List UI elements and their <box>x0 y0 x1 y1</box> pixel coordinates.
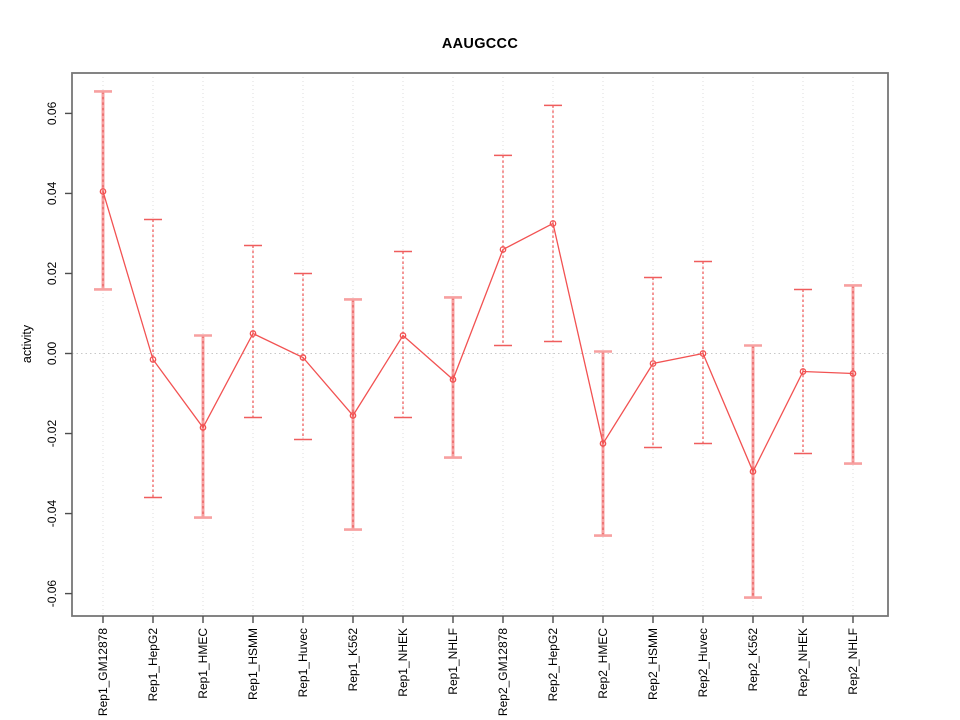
x-tick-label: Rep1_HepG2 <box>146 628 160 702</box>
x-tick-label: Rep2_K562 <box>746 628 760 692</box>
x-tick-label: Rep1_HMEC <box>196 628 210 699</box>
data-point-marker <box>349 412 357 419</box>
data-point-marker <box>649 360 657 367</box>
x-tick-label: Rep2_HSMM <box>646 628 660 700</box>
data-point-marker <box>249 330 257 337</box>
y-tick-label: 0.04 <box>45 181 59 205</box>
y-tick-label: -0.04 <box>45 500 59 528</box>
x-tick-label: Rep2_HMEC <box>596 628 610 699</box>
y-tick-label: 0.06 <box>45 101 59 125</box>
x-tick-label: Rep1_GM12878 <box>96 628 110 716</box>
x-tick-label: Rep2_NHLF <box>846 628 860 695</box>
chart-title: AAUGCCC <box>441 36 519 52</box>
y-tick-label: 0.00 <box>45 342 59 366</box>
x-tick-label: Rep2_Huvec <box>696 628 710 697</box>
x-tick-label: Rep1_Huvec <box>296 628 310 697</box>
series-line <box>102 191 854 474</box>
x-tick-label: Rep1_K562 <box>346 628 360 692</box>
data-point-marker <box>549 220 557 227</box>
x-tick-label: Rep1_NHLF <box>446 628 460 695</box>
data-point-marker <box>99 188 107 195</box>
data-point-marker <box>149 356 157 363</box>
y-tick-label: -0.02 <box>45 420 59 448</box>
data-point-marker <box>449 376 457 383</box>
data-point-marker <box>399 332 407 339</box>
data-point-marker <box>749 468 757 475</box>
y-tick-label: 0.02 <box>45 261 59 285</box>
x-tick-label: Rep1_HSMM <box>246 628 260 700</box>
plot-frame <box>71 72 889 617</box>
x-tick-label: Rep2_GM12878 <box>496 628 510 716</box>
data-point-marker <box>849 370 857 377</box>
data-point-marker <box>699 350 707 357</box>
x-tick-label: Rep2_NHEK <box>796 628 810 697</box>
x-tick-label: Rep2_HepG2 <box>546 628 560 702</box>
x-tick-label: Rep1_NHEK <box>396 628 410 697</box>
data-point-marker <box>199 424 207 431</box>
data-point-marker <box>599 440 607 447</box>
data-point-marker <box>799 368 807 375</box>
data-point-marker <box>299 354 307 361</box>
data-point-marker <box>499 246 507 253</box>
y-tick-label: -0.06 <box>45 580 59 608</box>
